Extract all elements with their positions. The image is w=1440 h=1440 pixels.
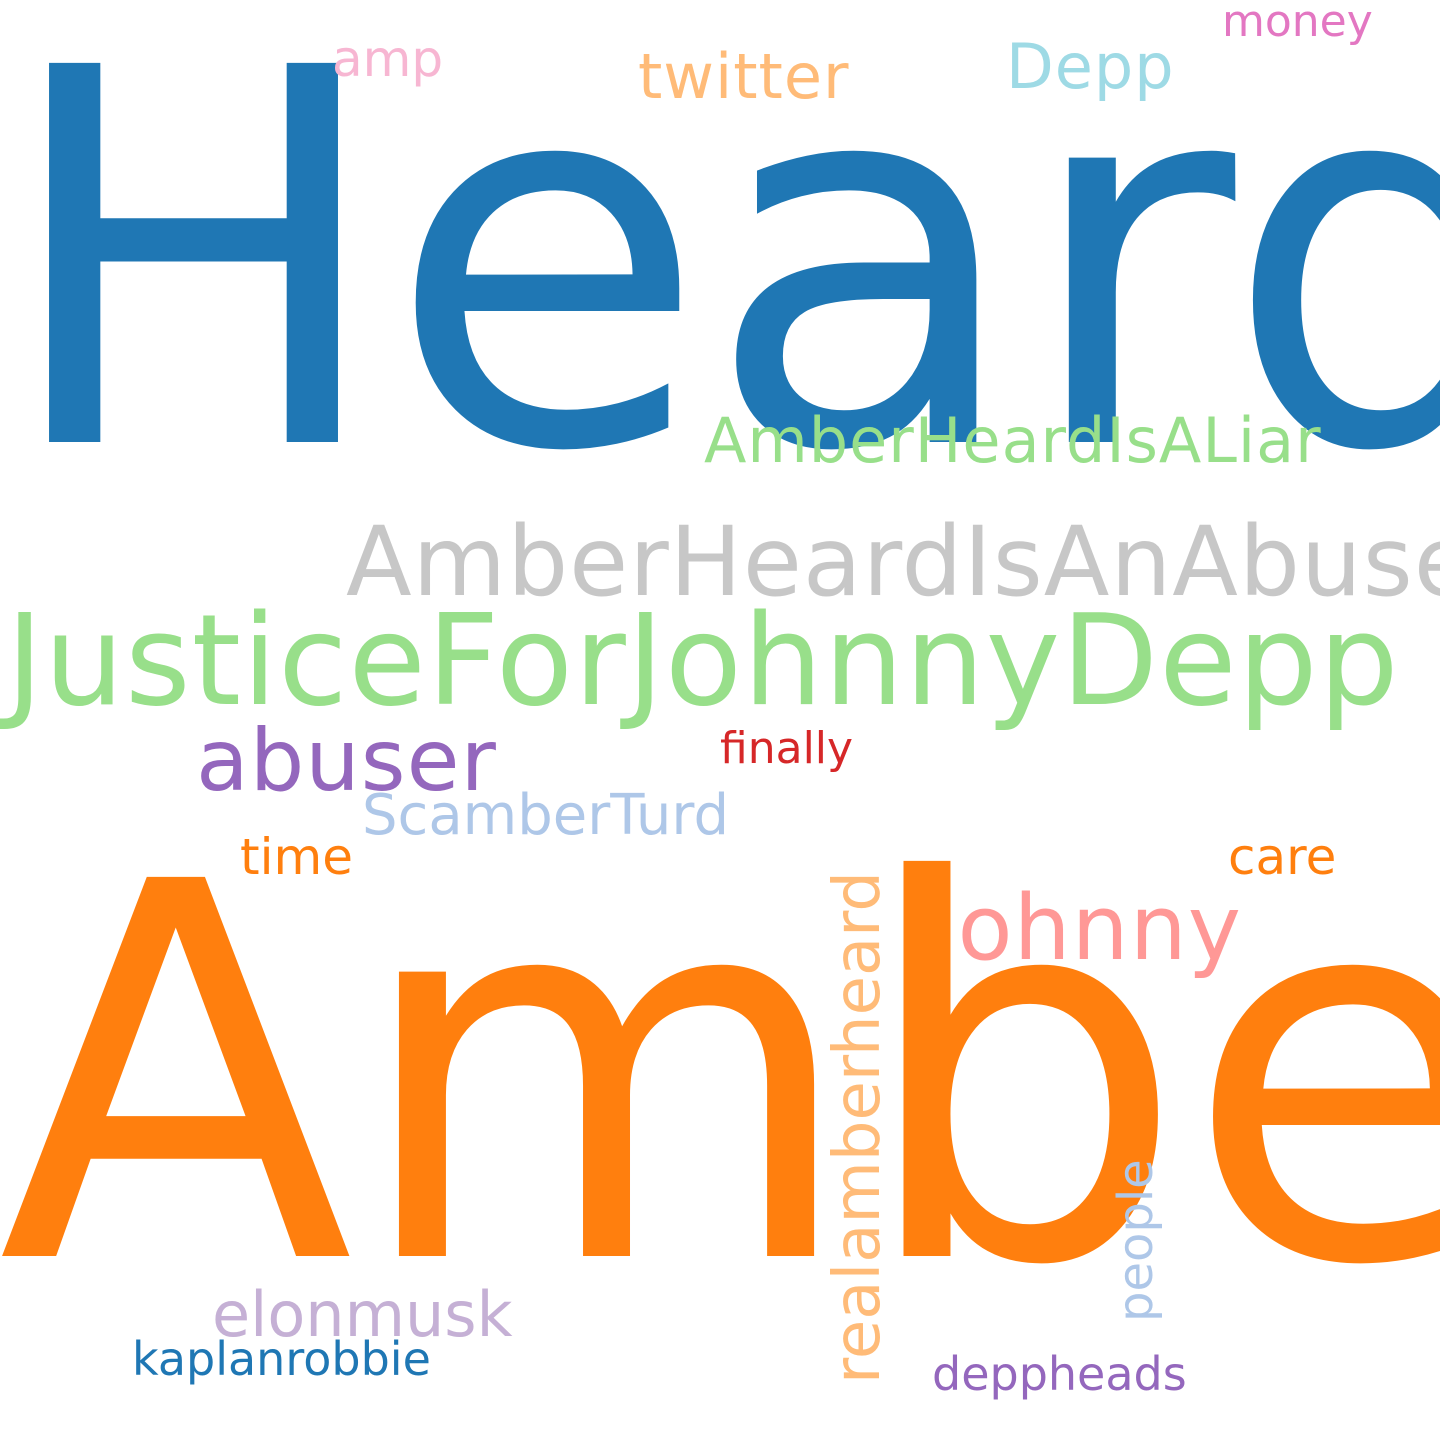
word-time: time — [240, 828, 353, 886]
word-money: money — [1222, 0, 1373, 47]
word-depp: Depp — [1006, 30, 1175, 103]
word-finally: finally — [720, 723, 854, 774]
word-amberheardisaliar: AmberHeardIsALiar — [704, 404, 1322, 477]
word-justiceforjohnnydepp: JusticeForJohnnyDepp — [6, 587, 1400, 734]
word-elonmusk: elonmusk — [212, 1278, 513, 1351]
word-heard: Heard — [0, 0, 1440, 565]
word-abuser: abuser — [196, 711, 497, 811]
word-amp: amp — [332, 30, 444, 88]
word-realamberheard: realamberheard — [821, 871, 895, 1384]
word-amber: Amber — [0, 773, 1440, 1379]
word-scamberturd: ScamberTurd — [362, 783, 730, 848]
word-deppheads: deppheads — [932, 1347, 1187, 1401]
word-twitter: twitter — [638, 40, 850, 113]
word-johnny: Johnny — [930, 876, 1242, 981]
word-kaplanrobbie: kaplanrobbie — [132, 1332, 431, 1386]
word-amberheardisanabuser: AmberHeardIsAnAbuser — [346, 506, 1440, 618]
word-care: care — [1228, 828, 1337, 886]
word-people: people — [1108, 1159, 1164, 1322]
